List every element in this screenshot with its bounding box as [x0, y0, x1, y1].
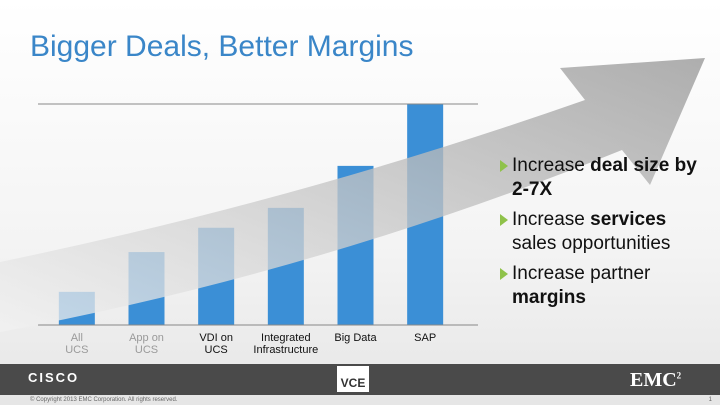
x-tick-label: SAP — [414, 332, 437, 344]
x-tick-label: All UCS — [65, 332, 89, 356]
emphasis: services — [590, 209, 667, 230]
bullet: Increase deal size by 2-7X — [500, 154, 715, 202]
x-tick-label: Big Data — [334, 332, 377, 344]
x-tick-label: Integrated Infrastructure — [253, 332, 319, 356]
vce-logo: VCE — [337, 366, 369, 392]
cisco-logo: CISCO — [28, 370, 80, 385]
bullet: Increase services sales opportunities — [500, 208, 715, 256]
emphasis: deal size by 2-7X — [512, 155, 697, 200]
text: 2 — [676, 370, 682, 381]
bullet: Increase partner margins — [500, 262, 715, 310]
text: sales opportunities — [512, 233, 671, 254]
text: Increase partner — [512, 263, 651, 284]
bullet-list: Increase deal size by 2-7X Increase serv… — [500, 154, 715, 316]
footer-bar: CISCO VCE EMC2 — [0, 364, 720, 395]
x-tick-label: App on UCS — [129, 332, 164, 356]
x-tick-label: VDI on UCS — [199, 332, 233, 356]
text: Increase — [512, 155, 591, 176]
growth-arrow — [0, 58, 705, 332]
copyright: © Copyright 2013 EMC Corporation. All ri… — [30, 397, 178, 403]
emc-logo: EMC2 — [630, 369, 681, 392]
text: EMC — [630, 369, 677, 391]
title: Bigger Deals, Better Margins — [30, 30, 414, 63]
text: Increase — [512, 209, 591, 230]
emphasis: margins — [512, 287, 586, 308]
page-number: 1 — [708, 397, 712, 403]
